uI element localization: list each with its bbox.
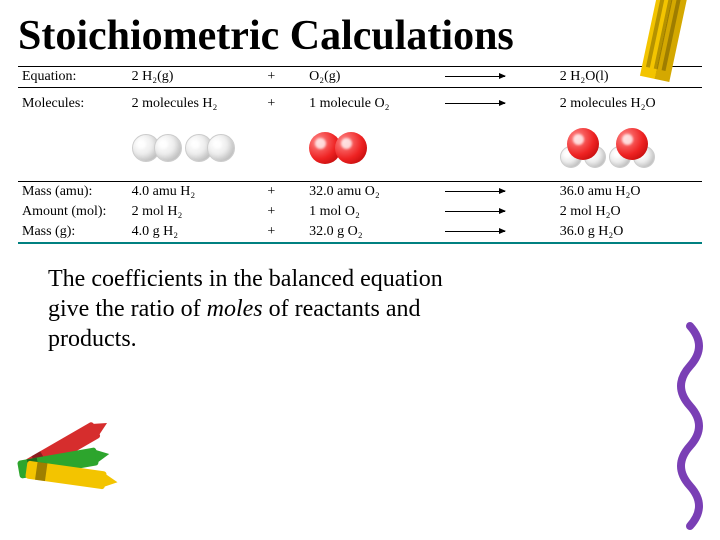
molecule-h2-graphic: [128, 120, 264, 182]
label-molecules: Molecules:: [18, 88, 128, 121]
g-plus: +: [263, 222, 305, 243]
mol-h2: 2 mol H₂: [128, 202, 264, 222]
g-h2: 4.0 g H₂: [128, 222, 264, 243]
squiggle-decoration: [670, 316, 710, 536]
page-title: Stoichiometric Calculations: [0, 0, 720, 66]
molecule-o2-graphic: [305, 120, 441, 182]
eq-arrow: [441, 67, 556, 88]
eq-plus: +: [263, 67, 305, 88]
label-amount-mol: Amount (mol):: [18, 202, 128, 222]
mol-arrow: [441, 88, 556, 121]
eq-h2: 2 H₂(g): [128, 67, 264, 88]
mol-arrow2: [441, 202, 556, 222]
crayons-decoration: [18, 410, 128, 500]
eq-h2o: 2 H₂O(l): [556, 67, 702, 88]
mol-h2o-text: 2 molecules H₂O: [556, 88, 702, 121]
stoichiometry-table: Equation: 2 H₂(g) + O₂(g) 2 H₂O(l) Molec…: [0, 66, 720, 244]
mol-h2-text: 2 molecules H₂: [128, 88, 264, 121]
g-h2o: 36.0 g H₂O: [556, 222, 702, 243]
mol-o2: 1 mol O₂: [305, 202, 441, 222]
mol-o2-text: 1 molecule O₂: [305, 88, 441, 121]
label-mass-g: Mass (g):: [18, 222, 128, 243]
label-mass-amu: Mass (amu):: [18, 182, 128, 203]
mol-h2o: 2 mol H₂O: [556, 202, 702, 222]
mol-plus2: +: [263, 202, 305, 222]
label-equation: Equation:: [18, 67, 128, 88]
g-o2: 32.0 g O₂: [305, 222, 441, 243]
caption-italic: moles: [207, 296, 263, 322]
amu-o2: 32.0 amu O₂: [305, 182, 441, 203]
molecule-h2o-graphic: [556, 120, 702, 182]
caption-text: The coefficients in the balanced equatio…: [0, 244, 520, 354]
mol-plus: +: [263, 88, 305, 121]
amu-h2o: 36.0 amu H₂O: [556, 182, 702, 203]
amu-h2: 4.0 amu H₂: [128, 182, 264, 203]
amu-plus: +: [263, 182, 305, 203]
g-arrow: [441, 222, 556, 243]
amu-arrow: [441, 182, 556, 203]
eq-o2: O₂(g): [305, 67, 441, 88]
